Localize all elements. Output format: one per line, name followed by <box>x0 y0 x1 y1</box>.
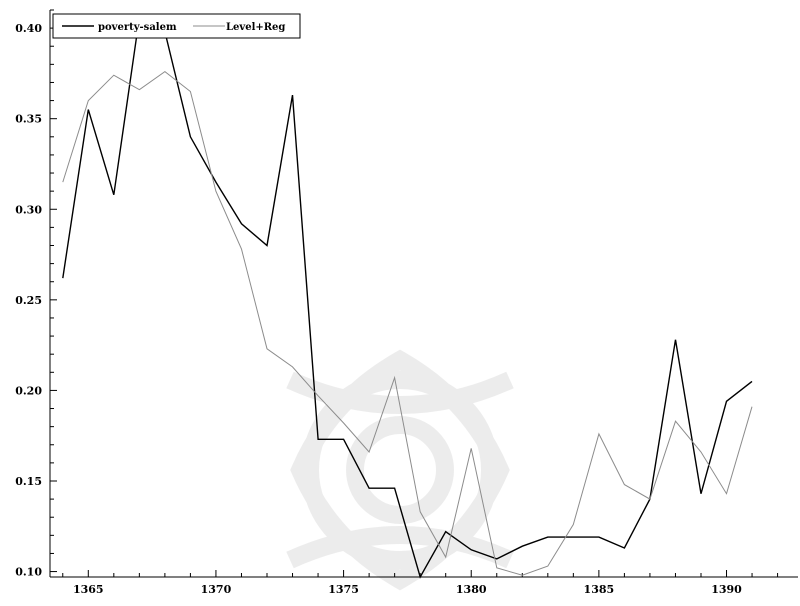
series-line-poverty-salem <box>62 16 753 579</box>
watermark-emblem <box>286 349 514 591</box>
x-tick-label: 1365 <box>73 583 104 596</box>
x-tick-label: 1390 <box>711 583 742 596</box>
y-tick-label: 0.30 <box>15 203 42 216</box>
x-tick-label: 1370 <box>201 583 232 596</box>
x-tick-label: 1385 <box>584 583 615 596</box>
series-layer <box>62 16 753 579</box>
y-tick-label: 0.15 <box>15 475 42 488</box>
series-line-level-reg <box>62 70 753 576</box>
watermark-swirl <box>286 526 514 569</box>
legend-box <box>52 13 301 39</box>
watermark-swirl <box>290 349 510 591</box>
y-tick-label: 0.35 <box>15 113 42 126</box>
watermark-ring <box>301 371 499 569</box>
axes: 1365 1370 1375 1380 1385 1390 0.10 0.15 0.20 0.25… <box>15 9 798 596</box>
watermark-ring <box>346 416 454 524</box>
x-tick-label: 1380 <box>456 583 487 596</box>
y-tick-label: 0.10 <box>15 566 42 579</box>
y-tick-label: 0.25 <box>15 294 42 307</box>
legend-label: poverty-salem <box>98 22 177 33</box>
x-tick-label: 1375 <box>328 583 359 596</box>
y-tick-label: 0.20 <box>15 384 42 397</box>
legend-label: Level+Reg <box>226 22 285 33</box>
y-tick-label: 0.40 <box>15 22 42 35</box>
legend: poverty-salem Level+Reg <box>52 13 301 39</box>
